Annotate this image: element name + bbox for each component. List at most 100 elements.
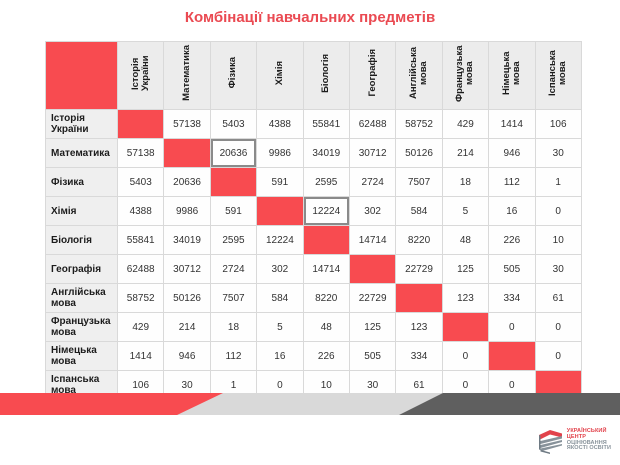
matrix-cell: 125	[441, 254, 490, 284]
matrix-cell: 5	[441, 196, 490, 226]
column-header-label: Географія	[366, 49, 378, 97]
column-header-label: Німецька мова	[500, 51, 522, 95]
diagonal-cell	[302, 225, 350, 255]
matrix-cell: 10	[534, 225, 582, 255]
matrix-cell: 61	[534, 283, 582, 313]
matrix-cell: 30	[534, 138, 582, 168]
diagonal-cell	[256, 196, 304, 226]
matrix-cell: 5403	[116, 167, 165, 197]
matrix-cell: 30712	[163, 254, 211, 284]
table-body: Історія України 57138 5403 4388 55841 62488 58…	[45, 109, 582, 400]
column-header-label: Англійська мова	[408, 47, 430, 99]
matrix-cell: 214	[441, 138, 490, 168]
matrix-cell: 34019	[302, 138, 350, 168]
row-header: Біологія	[45, 225, 118, 255]
row-header: Географія	[45, 254, 118, 284]
row-header: Хімія	[45, 196, 118, 226]
matrix-cell: 7507	[209, 283, 258, 313]
table-row: Англійська мова 58752 50126 7507 584 8220 2272…	[45, 283, 582, 313]
matrix-cell: 5403	[209, 109, 258, 139]
matrix-cell: 4388	[116, 196, 165, 226]
matrix-cell: 226	[302, 341, 350, 371]
matrix-cell: 2724	[209, 254, 258, 284]
table-row: Французька мова 429 214 18 5 48 125 123 0 0	[45, 312, 582, 342]
table-row: Хімія 4388 9986 591 12224 302 584 5 16 0	[45, 196, 582, 226]
matrix-cell: 7507	[395, 167, 443, 197]
row-header: Математика	[45, 138, 118, 168]
table-row: Історія України 57138 5403 4388 55841 62488 58…	[45, 109, 582, 139]
column-header-label: Математика	[181, 45, 193, 101]
matrix-cell: 1414	[116, 341, 165, 371]
column-header-label: Хімія	[273, 60, 285, 86]
matrix-cell: 8220	[395, 225, 443, 255]
column-header-label: Іспанська мова	[547, 50, 569, 96]
matrix-cell: 123	[441, 283, 490, 313]
logo-line-1: УКРАЇНСЬКИЙ	[566, 427, 607, 434]
matrix-cell: 505	[488, 254, 536, 284]
matrix-cell: 30	[534, 254, 582, 284]
matrix-cell: 106	[534, 109, 582, 139]
matrix-cell: 0	[441, 341, 490, 371]
table-row: Біологія 55841 34019 2595 12224 14714 8220 48 22…	[45, 225, 582, 255]
diagonal-cell	[488, 341, 536, 371]
subject-combinations-table: Історія України Математика Фізика Хімія Біол…	[45, 41, 582, 400]
column-header: Іспанська мова	[534, 41, 582, 110]
matrix-cell: 429	[441, 109, 490, 139]
column-header: Англійська мова	[395, 41, 443, 110]
column-header-label: Фізика	[227, 57, 239, 89]
footer-stripe	[0, 393, 620, 415]
row-header: Французька мова	[45, 312, 118, 342]
matrix-cell: 9986	[163, 196, 211, 226]
matrix-cell: 125	[348, 312, 397, 342]
column-header: Біологія	[302, 41, 350, 110]
matrix-cell: 429	[116, 312, 165, 342]
diagonal-cell	[163, 138, 211, 168]
matrix-cell: 2595	[209, 225, 258, 255]
matrix-cell: 58752	[116, 283, 165, 313]
matrix-cell: 0	[534, 196, 582, 226]
page-title: Комбінації навчальних предметів	[184, 9, 436, 26]
matrix-cell: 8220	[302, 283, 350, 313]
diagonal-cell	[441, 312, 490, 342]
matrix-cell: 16	[488, 196, 536, 226]
column-header: Французька мова	[441, 41, 490, 110]
matrix-cell: 226	[488, 225, 536, 255]
column-header: Хімія	[256, 41, 304, 110]
matrix-cell: 591	[256, 167, 304, 197]
matrix-cell: 112	[488, 167, 536, 197]
matrix-cell: 946	[163, 341, 211, 371]
matrix-cell: 505	[348, 341, 397, 371]
matrix-cell: 591	[209, 196, 258, 226]
table-row: Математика 57138 20636 9986 34019 30712 50126 2…	[45, 138, 582, 168]
column-header: Німецька мова	[488, 41, 536, 110]
logo-line-2: ЦЕНТР	[566, 433, 586, 440]
matrix-cell: 584	[256, 283, 304, 313]
matrix-cell: 16	[256, 341, 304, 371]
column-header: Фізика	[209, 41, 258, 110]
column-header-label: Історія України	[129, 55, 151, 91]
matrix-cell: 12224	[256, 225, 304, 255]
matrix-cell: 20636	[163, 167, 211, 197]
matrix-cell: 1414	[488, 109, 536, 139]
column-header: Географія	[348, 41, 397, 110]
row-header: Фізика	[45, 167, 118, 197]
matrix-cell: 34019	[163, 225, 211, 255]
diagonal-cell	[348, 254, 397, 284]
matrix-cell: 48	[302, 312, 350, 342]
corner-cell	[45, 41, 118, 110]
matrix-cell: 123	[395, 312, 443, 342]
matrix-cell: 0	[488, 312, 536, 342]
row-header: Історія України	[45, 109, 118, 139]
matrix-cell: 1	[534, 167, 582, 197]
matrix-cell: 50126	[395, 138, 443, 168]
matrix-cell: 946	[488, 138, 536, 168]
open-book-icon	[538, 430, 562, 454]
matrix-cell: 14714	[348, 225, 397, 255]
matrix-cell: 48	[441, 225, 490, 255]
diagonal-cell	[116, 109, 165, 139]
matrix-cell: 62488	[116, 254, 165, 284]
column-header-label: Біологія	[320, 53, 332, 93]
row-header: Німецька мова	[45, 341, 118, 371]
column-header: Історія України	[116, 41, 165, 110]
